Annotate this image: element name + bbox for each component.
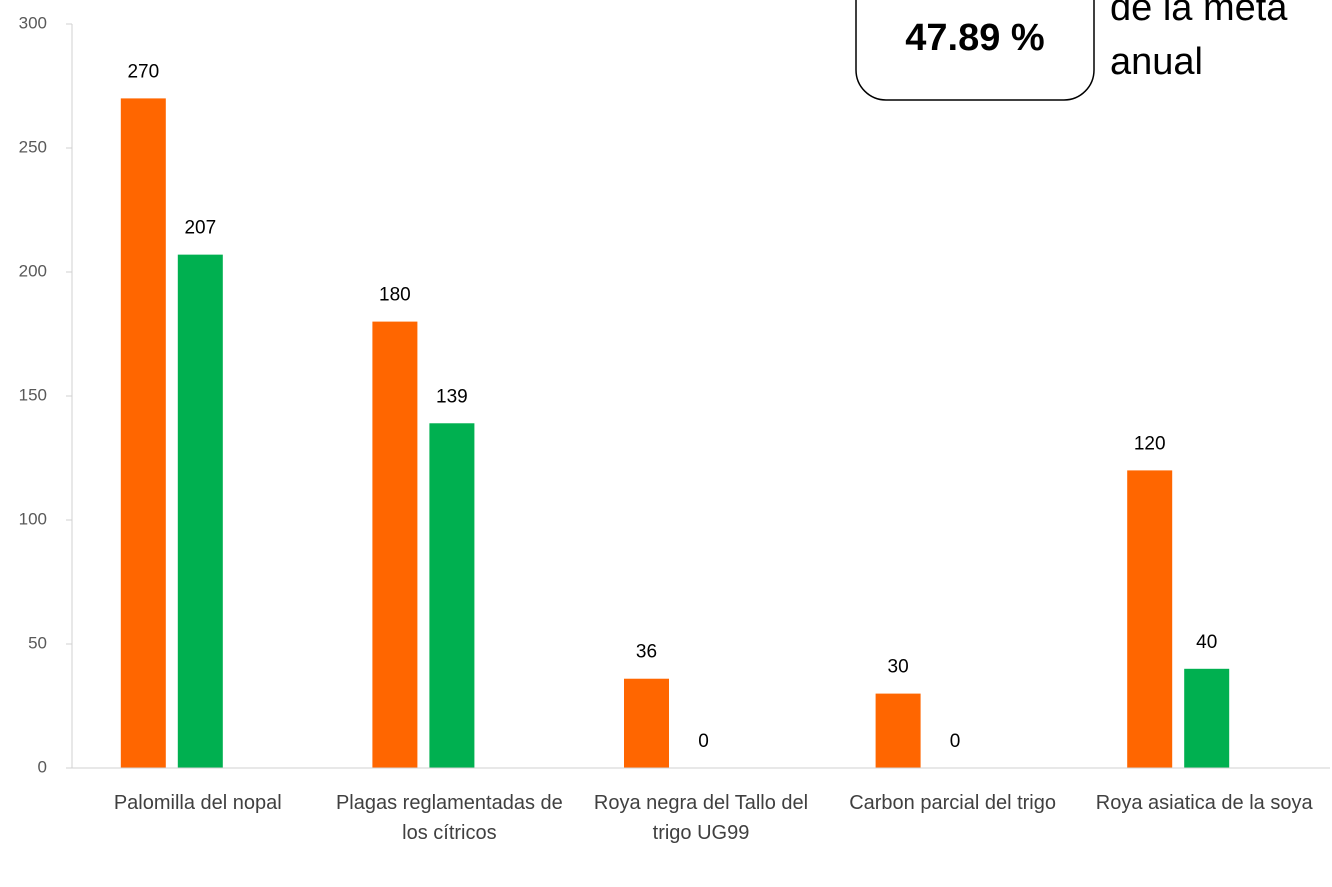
value-label: 30 [888, 657, 909, 678]
x-tick-label: Roya asiatica de la soya [1095, 792, 1313, 814]
y-tick-label: 150 [19, 385, 47, 404]
bar [177, 254, 223, 768]
value-label: 270 [127, 61, 159, 82]
value-label: 139 [436, 386, 468, 407]
value-label: 0 [698, 731, 709, 752]
y-tick-label: 300 [19, 13, 47, 32]
y-tick-label: 250 [19, 137, 47, 156]
x-tick-label: Plagas reglamentadas de los cítricos [335, 792, 563, 844]
annotation-box [855, 0, 1095, 101]
value-label: 36 [636, 642, 657, 663]
bar [875, 693, 921, 768]
x-tick-label: Palomilla del nopal [113, 792, 282, 814]
bar [1184, 668, 1230, 768]
annotation-text: de la meta [1110, 0, 1288, 29]
bar [120, 98, 166, 768]
bar [624, 678, 669, 768]
y-tick-label: 100 [19, 509, 47, 528]
value-label: 0 [950, 731, 961, 752]
value-label: 120 [1134, 433, 1166, 454]
annotation-value: 47.89 % [905, 17, 1044, 59]
y-tick-label: 50 [28, 633, 47, 652]
y-tick-label: 0 [38, 757, 47, 776]
y-tick-label: 200 [19, 261, 47, 280]
value-label: 180 [379, 285, 411, 306]
bar [372, 321, 418, 768]
bar [429, 423, 475, 768]
value-label: 207 [184, 218, 216, 239]
annotation-text: anual [1110, 41, 1203, 83]
x-tick-label: Roya negra del Tallo del trigo UG99 [593, 792, 809, 844]
bar [1127, 470, 1173, 768]
value-label: 40 [1196, 632, 1217, 653]
x-tick-label: Carbon parcial del trigo [849, 792, 1056, 814]
